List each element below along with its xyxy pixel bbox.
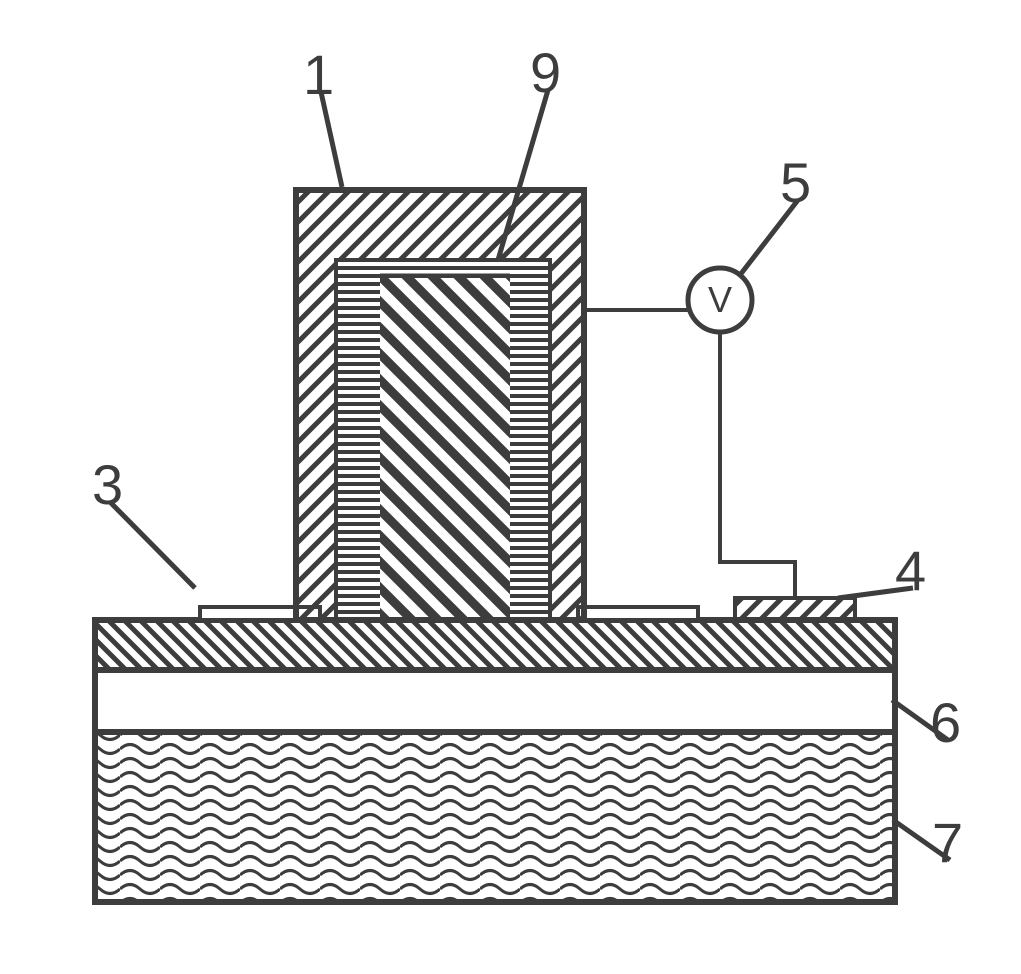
callout-label-3: 3	[92, 452, 123, 517]
callout-label-1: 1	[303, 42, 334, 107]
callout-label-5: 5	[780, 150, 811, 215]
diagram-svg: V	[0, 0, 1021, 974]
voltmeter-letter: V	[708, 279, 732, 320]
callout-label-4: 4	[895, 538, 926, 603]
callout-label-6: 6	[930, 690, 961, 755]
callout-label-7: 7	[932, 810, 963, 875]
callout-label-9: 9	[530, 40, 561, 105]
cross-section-figure: V 1 9 5 3 4 6 7	[0, 0, 1021, 974]
